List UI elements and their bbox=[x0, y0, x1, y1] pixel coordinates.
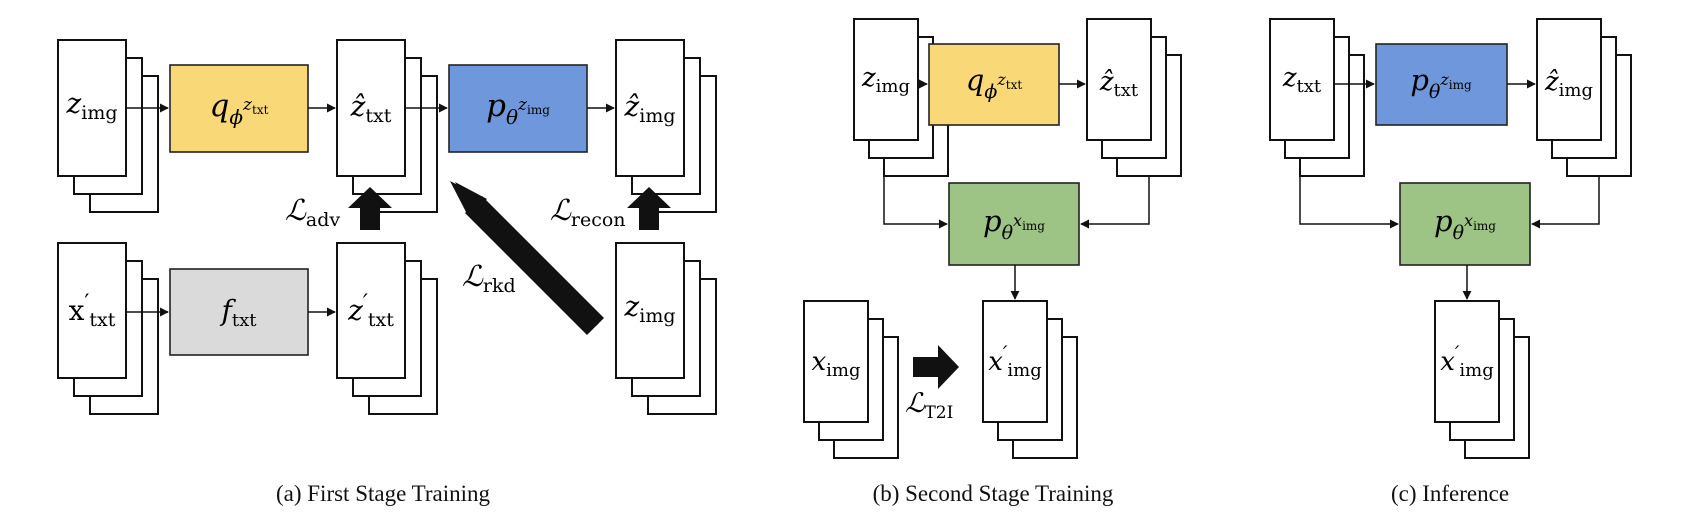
stack-z-hat-txt: ẑtxt bbox=[336, 39, 438, 213]
label-z-img: zimg bbox=[861, 63, 910, 97]
loss-adv-arrow bbox=[348, 187, 392, 230]
loss-rkd-arrow-body bbox=[450, 181, 604, 335]
panel-c-inference: ztxt pθzimg ẑimg pθximg x′img (c) Infere… bbox=[1269, 18, 1632, 506]
arrow-z-img-to-p-stage2 bbox=[883, 176, 948, 229]
panel-b-second-stage-training: zimg qϕztxt ẑtxt pθximg ximg x′img bbox=[803, 18, 1182, 506]
label-x-txt-prime: x′txt bbox=[69, 291, 116, 331]
label-p-theta-x-img-inference: pθximg bbox=[1434, 204, 1496, 244]
label-z-hat-txt: ẑtxt bbox=[350, 90, 392, 127]
label-q-phi: qϕztxt bbox=[210, 88, 269, 129]
stack-z-img-target: zimg bbox=[615, 242, 717, 415]
label-z-img-input: zimg bbox=[65, 87, 117, 124]
stack-z-hat-img: ẑimg bbox=[615, 39, 717, 213]
caption-first-stage-training: (a) First Stage Training bbox=[276, 481, 491, 506]
label-q-phi-stage2: qϕztxt bbox=[966, 63, 1023, 103]
arrow-z-hat-txt-to-p-stage2 bbox=[1080, 176, 1150, 229]
stack-x-img: ximg bbox=[803, 300, 899, 459]
stack-z-hat-img-inference: ẑimg bbox=[1536, 18, 1632, 177]
label-loss-adv: ℒadv bbox=[285, 193, 340, 231]
stack-z-img: zimg bbox=[853, 18, 949, 177]
caption-inference: (c) Inference bbox=[1391, 481, 1509, 506]
p-theta-z-img-box-inference bbox=[1375, 43, 1508, 126]
panel-a-first-stage-training: zimg qϕztxt ẑtxt pθzimg ẑimg x′txt f bbox=[57, 39, 717, 506]
label-z-img-target: zimg bbox=[623, 290, 675, 327]
label-x-img: ximg bbox=[811, 347, 860, 381]
stack-z-txt: ztxt bbox=[1269, 18, 1365, 177]
label-loss-t2i: ℒT2I bbox=[905, 388, 953, 423]
label-x-img-prime-inference: x′img bbox=[1440, 341, 1494, 381]
stack-x-img-prime-stage2: x′img bbox=[982, 300, 1078, 459]
stack-z-hat-txt-stage2: ẑtxt bbox=[1086, 18, 1182, 177]
label-z-txt-prime: z′txt bbox=[347, 291, 394, 331]
label-p-theta-z-img-inference: pθzimg bbox=[1410, 63, 1472, 103]
label-z-hat-txt-stage2: ẑtxt bbox=[1099, 67, 1139, 101]
arrow-z-hat-img-to-p-x-inference bbox=[1531, 176, 1600, 229]
arrow-z-txt-to-p-x-inference bbox=[1299, 176, 1399, 229]
label-p-theta-x-img-stage2: pθximg bbox=[983, 204, 1045, 244]
label-z-txt: ztxt bbox=[1282, 63, 1322, 97]
label-x-img-prime-stage2: x′img bbox=[988, 341, 1042, 381]
label-z-hat-img-inference: ẑimg bbox=[1544, 67, 1593, 101]
p-theta-x-img-box-stage2 bbox=[948, 182, 1080, 266]
caption-second-stage-training: (b) Second Stage Training bbox=[873, 481, 1114, 506]
p-theta-x-img-box-inference bbox=[1399, 182, 1531, 266]
loss-recon-arrow bbox=[627, 187, 671, 230]
label-loss-recon: ℒrecon bbox=[550, 193, 626, 231]
stack-z-img-input: zimg bbox=[57, 39, 159, 213]
q-phi-box bbox=[169, 64, 309, 153]
stack-x-txt-prime: x′txt bbox=[57, 242, 159, 415]
stack-x-img-prime-inference: x′img bbox=[1434, 300, 1530, 459]
f-txt-box bbox=[169, 268, 309, 356]
loss-t2i-arrow bbox=[913, 345, 959, 389]
label-loss-rkd: ℒrkd bbox=[462, 259, 516, 297]
label-p-theta-z-img: pθzimg bbox=[486, 88, 550, 129]
q-phi-box-stage2 bbox=[928, 43, 1060, 126]
label-z-hat-img: ẑimg bbox=[623, 90, 675, 127]
stack-z-txt-prime: z′txt bbox=[336, 242, 438, 415]
